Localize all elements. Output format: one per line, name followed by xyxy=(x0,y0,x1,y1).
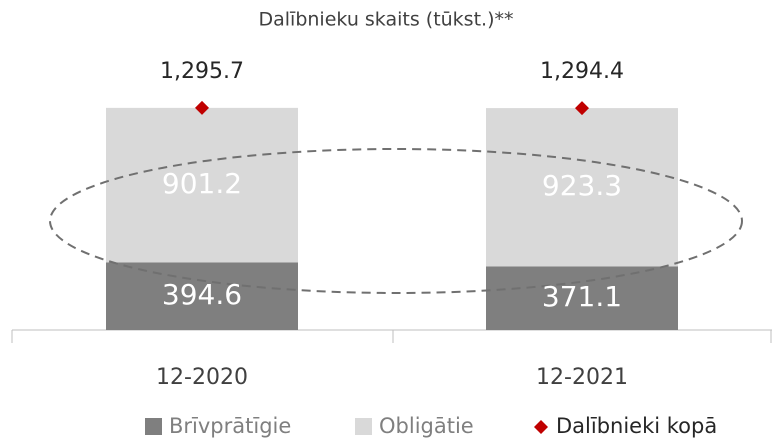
data-label: 371.1 xyxy=(542,280,622,313)
data-label: 1,294.4 xyxy=(540,59,624,84)
data-label: 901.2 xyxy=(162,167,242,200)
data-label: 394.6 xyxy=(162,278,242,311)
legend-label: Obligātie xyxy=(379,414,474,438)
overlay: 394.6 901.2 1,295.7 371.1 923.3 1,294.4 xyxy=(160,59,624,313)
bar xyxy=(106,262,298,330)
plot xyxy=(106,107,678,330)
bar xyxy=(106,107,298,263)
legend-marker xyxy=(534,420,548,434)
data-label: 923.3 xyxy=(542,169,622,202)
x-tick-label: 12-2021 xyxy=(536,365,628,390)
highlight-ellipse xyxy=(49,148,743,294)
bar xyxy=(486,108,678,267)
total-marker xyxy=(575,101,589,116)
x-tick-label: 12-2020 xyxy=(156,365,248,390)
legend-swatch xyxy=(355,418,372,435)
legend-label: Dalībnieki kopā xyxy=(556,414,717,438)
legend-swatch xyxy=(145,418,162,435)
chart-title: Dalībnieku skaits (tūkst.)** xyxy=(259,9,514,31)
data-label: 1,295.7 xyxy=(160,59,244,84)
total-marker xyxy=(195,100,209,115)
bar xyxy=(486,266,678,330)
legend-label: Brīvprātīgie xyxy=(169,414,291,438)
